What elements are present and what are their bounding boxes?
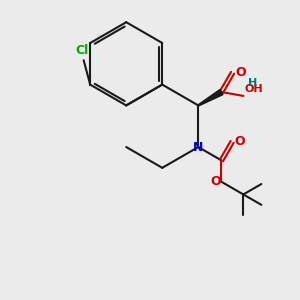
Polygon shape: [198, 89, 223, 106]
Text: Cl: Cl: [76, 44, 89, 57]
Text: H: H: [248, 77, 258, 88]
Text: O: O: [211, 175, 221, 188]
Text: N: N: [193, 141, 203, 154]
Text: OH: OH: [245, 83, 263, 94]
Text: O: O: [235, 135, 245, 148]
Text: O: O: [235, 66, 246, 79]
